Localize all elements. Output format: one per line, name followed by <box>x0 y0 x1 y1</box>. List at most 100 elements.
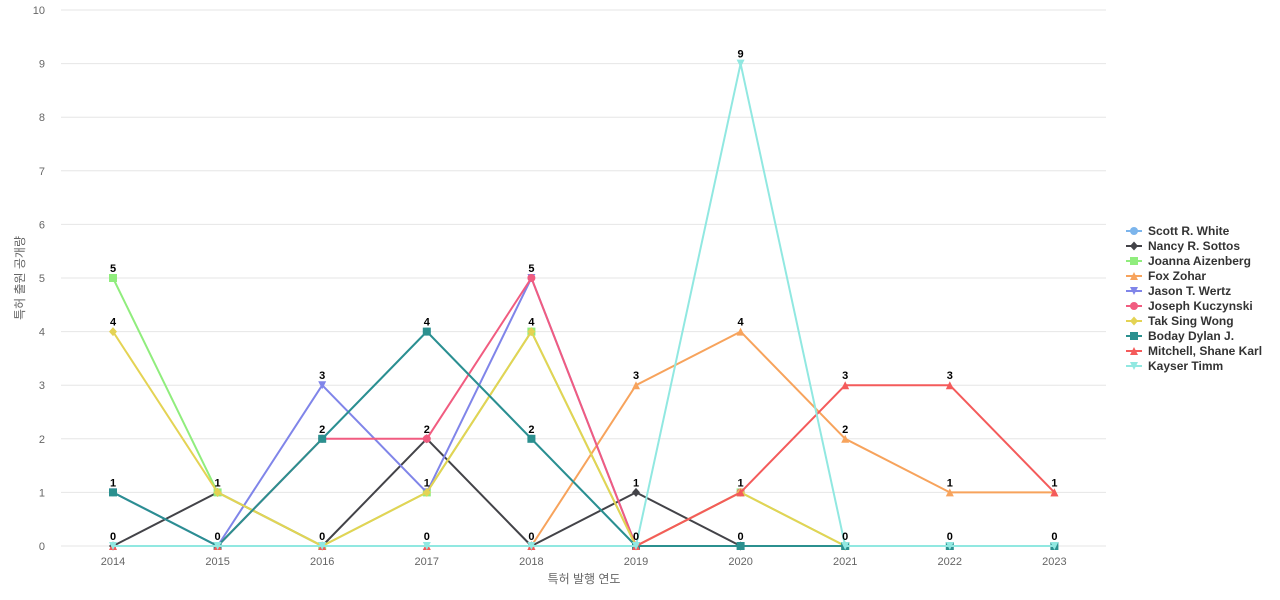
legend-item-jason-t-wertz[interactable]: Jason T. Wertz <box>1126 283 1262 298</box>
data-point-mitchell-shane-karl[interactable] <box>945 381 954 390</box>
legend-label: Kayser Timm <box>1148 358 1224 373</box>
data-point-tak-sing-wong[interactable] <box>422 487 431 497</box>
data-point-kayser-timm[interactable] <box>841 542 850 550</box>
chart-legend[interactable]: Scott R. White Nancy R. Sottos Joanna Aize… <box>1126 223 1262 373</box>
data-label: 1 <box>947 477 953 489</box>
data-label: 2 <box>424 424 430 436</box>
data-label: 0 <box>738 531 744 543</box>
data-label: 5 <box>528 263 534 275</box>
data-point-kayser-timm[interactable] <box>736 59 745 68</box>
data-label: 4 <box>738 317 745 329</box>
data-label: 0 <box>842 531 848 543</box>
y-tick-label: 2 <box>39 434 45 446</box>
legend-item-fox-zohar[interactable]: Fox Zohar <box>1126 268 1262 283</box>
data-point-kayser-timm[interactable] <box>945 542 954 550</box>
data-point-boday-dylan-j[interactable] <box>318 434 327 443</box>
legend-marker[interactable] <box>1130 241 1138 250</box>
data-point-fox-zohar[interactable] <box>841 434 850 443</box>
legend-marker[interactable] <box>1130 331 1138 340</box>
data-label: 0 <box>947 531 953 543</box>
data-label: 1 <box>1051 477 1057 489</box>
legend-marker[interactable] <box>1130 286 1138 295</box>
data-point-kayser-timm[interactable] <box>422 542 431 550</box>
data-labels: 5 4 1 0 1 0 3 2 0 4 2 1 0 5 4 2 0 3 1 0 9 4 1 0 3 2 0 3 1 0 1 0 <box>110 49 1058 543</box>
legend-item-joseph-kuczynski[interactable]: Joseph Kuczynski <box>1126 298 1262 313</box>
legend-label: Joanna Aizenberg <box>1148 253 1251 268</box>
legend-item-boday-dylan-j[interactable]: Boday Dylan J. <box>1126 328 1262 343</box>
x-tick-label: 2016 <box>310 556 334 568</box>
data-point-boday-dylan-j[interactable] <box>422 327 431 336</box>
y-tick-label: 1 <box>39 487 45 499</box>
data-point-kayser-timm[interactable] <box>1050 542 1059 550</box>
data-point-fox-zohar[interactable] <box>736 327 745 336</box>
data-point-fox-zohar[interactable] <box>632 381 640 390</box>
data-point-kayser-timm[interactable] <box>632 542 640 550</box>
data-label: 5 <box>110 263 116 275</box>
y-axis-title: 특허 출원 공개량 <box>13 236 27 320</box>
legend-swatch <box>1126 301 1142 310</box>
legend-marker[interactable] <box>1130 361 1138 370</box>
legend-marker[interactable] <box>1130 226 1138 235</box>
legend-marker[interactable] <box>1130 301 1138 310</box>
data-point-mitchell-shane-karl[interactable] <box>841 381 850 390</box>
data-label: 0 <box>215 531 221 543</box>
data-point-kayser-timm[interactable] <box>109 542 117 550</box>
data-point-tak-sing-wong[interactable] <box>527 327 536 337</box>
data-point-joanna-aizenberg[interactable] <box>109 274 117 282</box>
data-point-fox-zohar[interactable] <box>945 488 954 497</box>
data-label: 4 <box>528 317 535 329</box>
data-label: 0 <box>319 531 325 543</box>
series-line-kayser-timm[interactable] <box>112 62 1056 547</box>
legend-swatch <box>1126 331 1142 340</box>
data-label: 0 <box>110 531 116 543</box>
legend-marker[interactable] <box>1130 271 1138 280</box>
data-label: 3 <box>319 370 325 382</box>
data-point-joseph-kuczynski[interactable] <box>422 434 431 443</box>
data-point-mitchell-shane-karl[interactable] <box>736 488 745 497</box>
grid-lines <box>61 9 1106 547</box>
series-lines <box>109 59 1059 551</box>
data-point-mitchell-shane-karl[interactable] <box>1050 488 1059 497</box>
x-tick-label: 2022 <box>938 556 962 568</box>
legend-swatch <box>1126 271 1142 280</box>
y-tick-label: 0 <box>39 541 45 553</box>
series-line-fox-zohar[interactable] <box>530 330 1056 547</box>
legend-item-nancy-r-sottos[interactable]: Nancy R. Sottos <box>1126 238 1262 253</box>
data-label: 0 <box>424 531 430 543</box>
legend-swatch <box>1126 226 1142 235</box>
legend-label: Boday Dylan J. <box>1148 328 1235 343</box>
data-label: 1 <box>738 477 744 489</box>
legend-item-kayser-timm[interactable]: Kayser Timm <box>1126 358 1262 373</box>
legend-marker[interactable] <box>1130 346 1138 355</box>
legend-item-scott-r-white[interactable]: Scott R. White <box>1126 223 1262 238</box>
legend-item-joanna-aizenberg[interactable]: Joanna Aizenberg <box>1126 253 1262 268</box>
legend-label: Tak Sing Wong <box>1148 313 1234 328</box>
data-label: 1 <box>215 477 221 489</box>
data-point-kayser-timm[interactable] <box>527 542 536 550</box>
data-point-jason-t-wertz[interactable] <box>318 381 327 390</box>
legend-swatch <box>1126 316 1142 325</box>
data-point-boday-dylan-j[interactable] <box>736 542 745 550</box>
data-point-boday-dylan-j[interactable] <box>527 434 536 443</box>
legend-item-mitchell-shane-karl[interactable]: Mitchell, Shane Karl <box>1126 343 1262 358</box>
data-point-tak-sing-wong[interactable] <box>213 487 222 497</box>
data-point-boday-dylan-j[interactable] <box>109 488 117 497</box>
x-tick-label: 2014 <box>101 556 125 568</box>
data-label: 9 <box>738 49 744 61</box>
data-label: 1 <box>110 477 116 489</box>
legend-label: Nancy R. Sottos <box>1148 238 1241 253</box>
legend-marker[interactable] <box>1130 256 1138 265</box>
y-tick-label: 4 <box>39 327 45 339</box>
data-point-joseph-kuczynski[interactable] <box>527 274 536 282</box>
data-point-tak-sing-wong[interactable] <box>109 327 117 337</box>
data-label: 0 <box>528 531 534 543</box>
legend-marker[interactable] <box>1130 316 1138 325</box>
data-label: 1 <box>633 477 639 489</box>
data-point-kayser-timm[interactable] <box>318 542 327 550</box>
legend-item-tak-sing-wong[interactable]: Tak Sing Wong <box>1126 313 1262 328</box>
y-tick-label: 8 <box>39 112 45 124</box>
data-label: 0 <box>1051 531 1057 543</box>
data-point-kayser-timm[interactable] <box>213 542 222 550</box>
legend-swatch <box>1126 346 1142 355</box>
data-point-nancy-r-sottos[interactable] <box>632 487 640 497</box>
